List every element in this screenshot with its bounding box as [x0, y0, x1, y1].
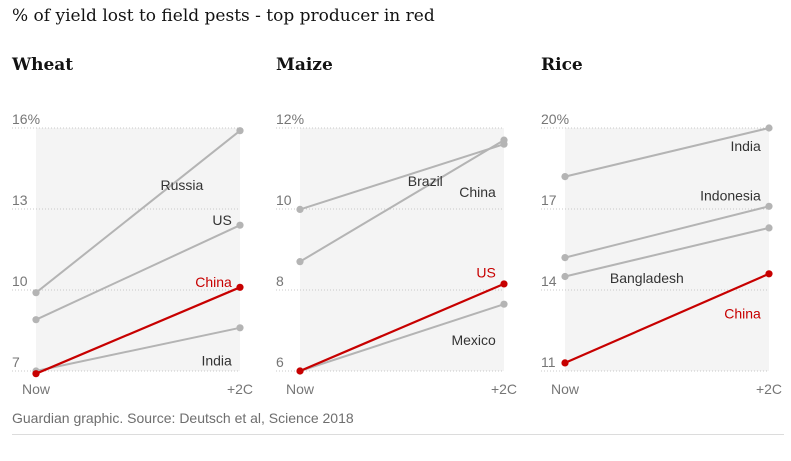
wheat-panel-title: Wheat — [12, 55, 74, 75]
x-tick-label: Now — [286, 381, 315, 397]
plot-background — [300, 128, 504, 371]
series-line-us — [35, 224, 241, 321]
series-line-china — [299, 139, 505, 263]
data-point-us — [32, 316, 40, 324]
series-line-russia — [35, 129, 241, 294]
series-line-china — [35, 286, 241, 375]
data-point-russia — [236, 127, 244, 135]
x-tick-label: +2C — [491, 381, 517, 397]
data-point-russia — [32, 289, 40, 297]
data-point-indonesia — [561, 254, 569, 262]
series-label-brazil: Brazil — [408, 173, 443, 189]
y-tick-label: 10 — [12, 273, 28, 289]
x-tick-label: Now — [22, 381, 51, 397]
y-tick-label: 17 — [541, 192, 557, 208]
data-point-us — [500, 280, 508, 288]
y-tick-label: 16% — [12, 111, 40, 127]
series-line-indonesia — [564, 205, 770, 259]
series-label-india: India — [730, 138, 761, 154]
data-point-china — [236, 283, 244, 291]
data-point-brazil — [296, 205, 304, 214]
series-label-china: China — [195, 274, 232, 290]
series-line-brazil — [299, 143, 505, 211]
data-point-india — [236, 324, 244, 332]
data-point-china — [296, 258, 304, 266]
series-label-china: China — [459, 184, 496, 200]
source-note: Guardian graphic. Source: Deutsch et al,… — [12, 410, 354, 426]
series-label-indonesia: Indonesia — [700, 187, 761, 203]
rice-chart: 11 14 17 20% Now +2C India Indonesia Bangladesh C… — [541, 111, 782, 397]
data-point-china — [500, 136, 508, 144]
data-point-indonesia — [765, 202, 773, 210]
series-label-mexico: Mexico — [451, 332, 496, 348]
y-tick-label: 14 — [541, 273, 557, 289]
data-point-china — [32, 370, 40, 378]
data-point-india — [561, 173, 569, 181]
x-tick-label: +2C — [227, 381, 253, 397]
series-line-us — [299, 282, 505, 373]
y-tick-label: 20% — [541, 111, 569, 127]
series-label-russia: Russia — [160, 177, 203, 193]
series-label-china: China — [724, 305, 761, 321]
x-tick-label: Now — [551, 381, 580, 397]
y-tick-label: 6 — [276, 354, 284, 370]
series-label-bangladesh: Bangladesh — [610, 270, 684, 286]
data-point-mexico — [500, 300, 508, 308]
data-point-us — [296, 367, 304, 375]
rice-panel-title: Rice — [541, 55, 583, 75]
y-tick-label: 10 — [276, 192, 292, 208]
data-point-us — [236, 221, 244, 229]
y-tick-label: 7 — [12, 354, 20, 370]
data-point-china — [561, 359, 569, 367]
data-point-china — [765, 270, 773, 278]
y-tick-label: 8 — [276, 273, 284, 289]
series-line-india — [564, 127, 770, 178]
data-point-india — [765, 124, 773, 132]
y-tick-label: 12% — [276, 111, 304, 127]
series-label-us: US — [476, 264, 495, 280]
y-tick-label: 13 — [12, 192, 28, 208]
series-label-india: India — [201, 353, 232, 369]
y-tick-label: 11 — [541, 354, 556, 370]
maize-chart: 6 8 10 12% Now +2C Brazil China US Mexico — [276, 111, 517, 397]
x-tick-label: +2C — [756, 381, 782, 397]
series-line-india — [35, 326, 241, 372]
series-label-us: US — [212, 212, 231, 228]
data-point-bangladesh — [765, 224, 773, 232]
data-point-bangladesh — [561, 272, 569, 281]
series-line-china — [564, 272, 770, 364]
chart-headline: % of yield lost to field pests - top pro… — [12, 6, 435, 26]
maize-panel-title: Maize — [276, 55, 333, 75]
series-line-bangladesh — [564, 226, 770, 278]
wheat-chart: 7 10 13 16% Now +2C Russia US China India — [12, 111, 253, 397]
series-line-mexico — [299, 303, 505, 372]
footer-rule — [12, 434, 784, 435]
